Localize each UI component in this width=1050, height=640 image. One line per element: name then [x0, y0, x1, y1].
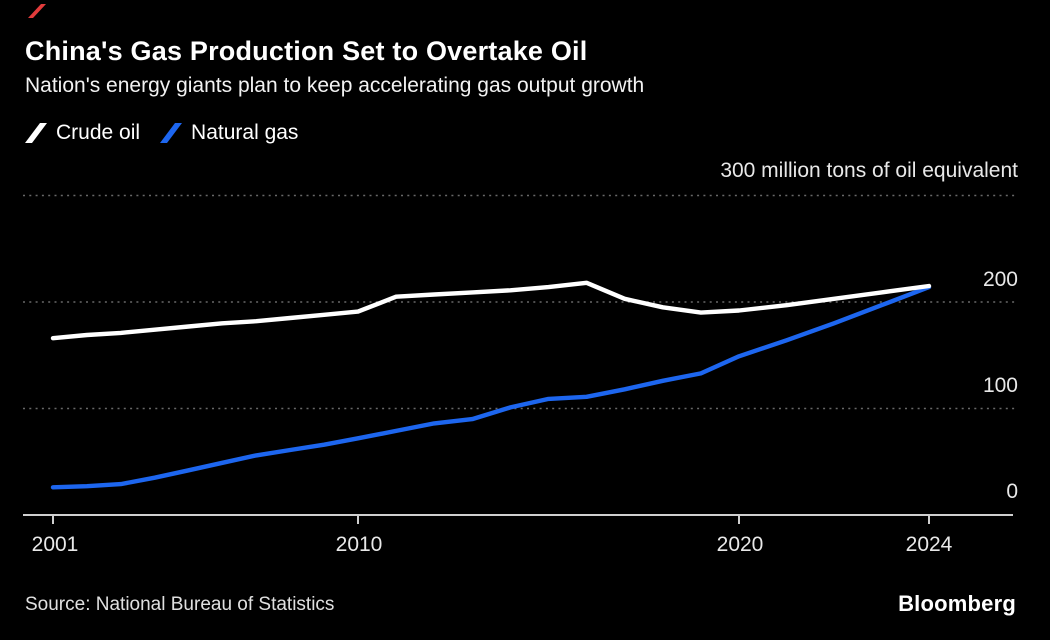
natural-gas-slash-icon — [160, 123, 183, 143]
legend-label-crude-oil: Crude oil — [56, 121, 141, 144]
crude-oil-slash-icon — [25, 123, 47, 143]
source-note: Source: National Bureau of Statistics — [25, 594, 335, 615]
x-axis-label-2020: 2020 — [716, 533, 764, 556]
legend-item-natural-gas: Natural gas — [160, 121, 298, 145]
legend-label-natural-gas: Natural gas — [191, 121, 299, 144]
page-subtitle: Nation's energy giants plan to keep acce… — [25, 74, 645, 97]
bloomberg-logo: Bloomberg — [898, 591, 1016, 616]
x-axis-label-2001: 2001 — [31, 533, 79, 556]
legend: Crude oil Natural gas — [25, 121, 298, 145]
series-line-natural-gas — [50, 284, 932, 490]
y-axis-label-200: 200 — [982, 268, 1018, 291]
y-axis-label-100: 100 — [982, 374, 1018, 397]
y-axis-unit-label: 300 million tons of oil equivalent — [720, 159, 1018, 182]
legend-item-crude-oil: Crude oil — [25, 121, 140, 145]
x-axis-label-2010: 2010 — [335, 533, 383, 556]
series-line-crude-oil — [50, 280, 932, 341]
red-slash-icon — [28, 4, 46, 18]
page-title: China's Gas Production Set to Overtake O… — [25, 36, 588, 66]
x-axis-label-2024: 2024 — [905, 533, 953, 556]
y-axis-label-0: 0 — [1006, 480, 1018, 503]
